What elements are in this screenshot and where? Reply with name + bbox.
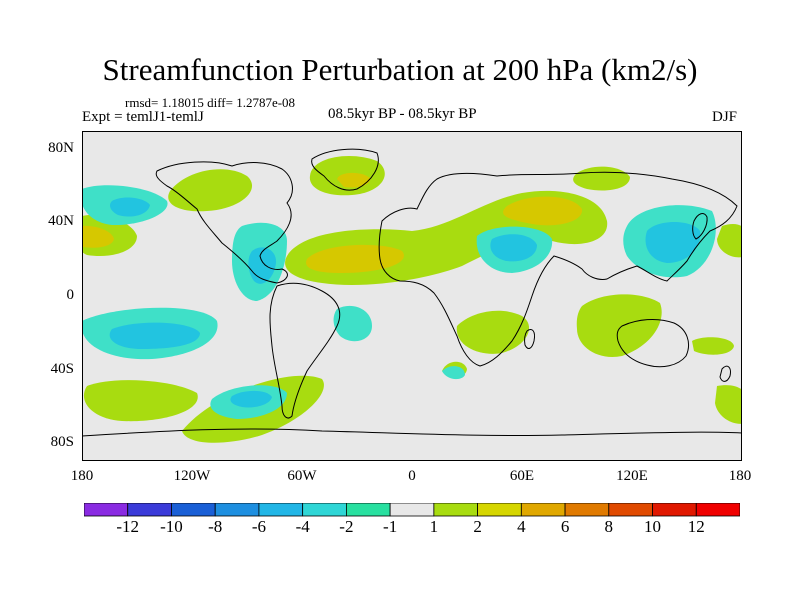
- lon-label-120w: 120W: [173, 468, 211, 484]
- anomaly-indonesia: [576, 294, 662, 357]
- lon-label-60w: 60W: [287, 468, 317, 484]
- anomaly-subantarctic-core: [230, 390, 272, 408]
- colorbar-box: [564, 503, 610, 517]
- coastlines: [82, 148, 742, 437]
- anomaly-east-pacific-core: [82, 225, 114, 248]
- anomaly-north-pacific: [168, 169, 253, 212]
- colorbar-box: [433, 503, 478, 517]
- colorbar-label: -6: [251, 517, 266, 536]
- colorbar-box: [652, 503, 697, 517]
- period-label: 08.5kyr BP - 08.5kyr BP: [328, 106, 477, 122]
- colorbar-box: [389, 503, 435, 517]
- map-frame: [82, 131, 742, 461]
- anomaly-southwest-indian: [715, 385, 742, 424]
- colorbar-label: 4: [517, 517, 526, 536]
- map-title: Streamfunction Perturbation at 200 hPa (…: [102, 52, 698, 87]
- anomaly-south-indian: [442, 366, 465, 380]
- colorbar-box: [695, 503, 740, 517]
- anomaly-greenland-core: [337, 172, 371, 188]
- lat-label-40n: 40N: [48, 213, 74, 229]
- colorbar-box: [127, 503, 172, 517]
- coast-north-america: [155, 161, 293, 284]
- coast-greenland: [311, 148, 379, 191]
- colorbar-box: [345, 503, 391, 517]
- experiment-label: Expt = temlJ1-temlJ: [82, 109, 204, 125]
- colorbar-label: -1: [383, 517, 398, 536]
- colorbar-label: -2: [339, 517, 354, 536]
- lon-label-60e: 60E: [509, 468, 535, 484]
- colorbar-box: [258, 503, 304, 517]
- colorbar-label: -8: [208, 517, 223, 536]
- colorbar-label: -4: [295, 517, 310, 536]
- lat-label-40s: 40S: [50, 361, 74, 377]
- season-label: DJF: [712, 109, 738, 125]
- anomaly-mideast-core: [503, 196, 583, 226]
- coast-antarctica: [82, 428, 742, 437]
- lon-label-180-west: 180: [70, 468, 94, 484]
- coast-australia: [616, 318, 689, 368]
- coast-africa-eurasia: [378, 171, 738, 367]
- anomaly-australia-east: [692, 337, 734, 355]
- colorbar-label: -12: [116, 517, 140, 536]
- anomaly-north-america-core: [110, 197, 150, 217]
- streamfunction-map: [82, 131, 742, 461]
- colorbar-label: 2: [473, 517, 482, 536]
- contour-fills: [82, 156, 742, 443]
- colorbar-box: [214, 503, 260, 517]
- coast-south-america: [269, 282, 341, 419]
- colorbar-label: 1: [429, 517, 439, 536]
- colorbar-label: 10: [644, 517, 662, 536]
- lon-label-120e: 120E: [616, 468, 648, 484]
- anomaly-far-east-pacific: [717, 224, 742, 258]
- stats-subtitle: rmsd= 1.18015 diff= 1.2787e-08: [125, 95, 296, 110]
- colorbar-box: [302, 503, 347, 517]
- lon-label-180-east: 180: [728, 468, 752, 484]
- colorbar-label: 8: [604, 517, 614, 536]
- anomaly-south-pacific: [83, 380, 198, 422]
- colorbar-label: -10: [160, 517, 183, 536]
- anomaly-south-america-east: [333, 305, 372, 342]
- colorbar-label: 6: [560, 517, 570, 536]
- lat-label-0: 0: [66, 287, 75, 303]
- anomaly-west-pacific-core: [645, 222, 701, 263]
- colorbar-label: 12: [687, 517, 705, 536]
- colorbar-box: [520, 503, 566, 517]
- lat-label-80s: 80S: [50, 434, 74, 450]
- anomaly-tropical-pacific-core: [109, 322, 200, 349]
- coast-new-zealand: [719, 365, 731, 382]
- lon-label-0: 0: [408, 468, 416, 484]
- colorbar-box: [171, 503, 216, 517]
- anomaly-arabia-core: [490, 234, 537, 262]
- lat-label-80n: 80N: [48, 140, 74, 156]
- colorbar-box: [608, 503, 653, 517]
- colorbar-box: [84, 503, 129, 517]
- colorbar-box: [477, 503, 522, 517]
- coast-madagascar: [524, 328, 535, 349]
- coast-japan: [692, 213, 708, 240]
- colorbar: [84, 503, 740, 517]
- anomaly-indian-ocean: [456, 310, 530, 354]
